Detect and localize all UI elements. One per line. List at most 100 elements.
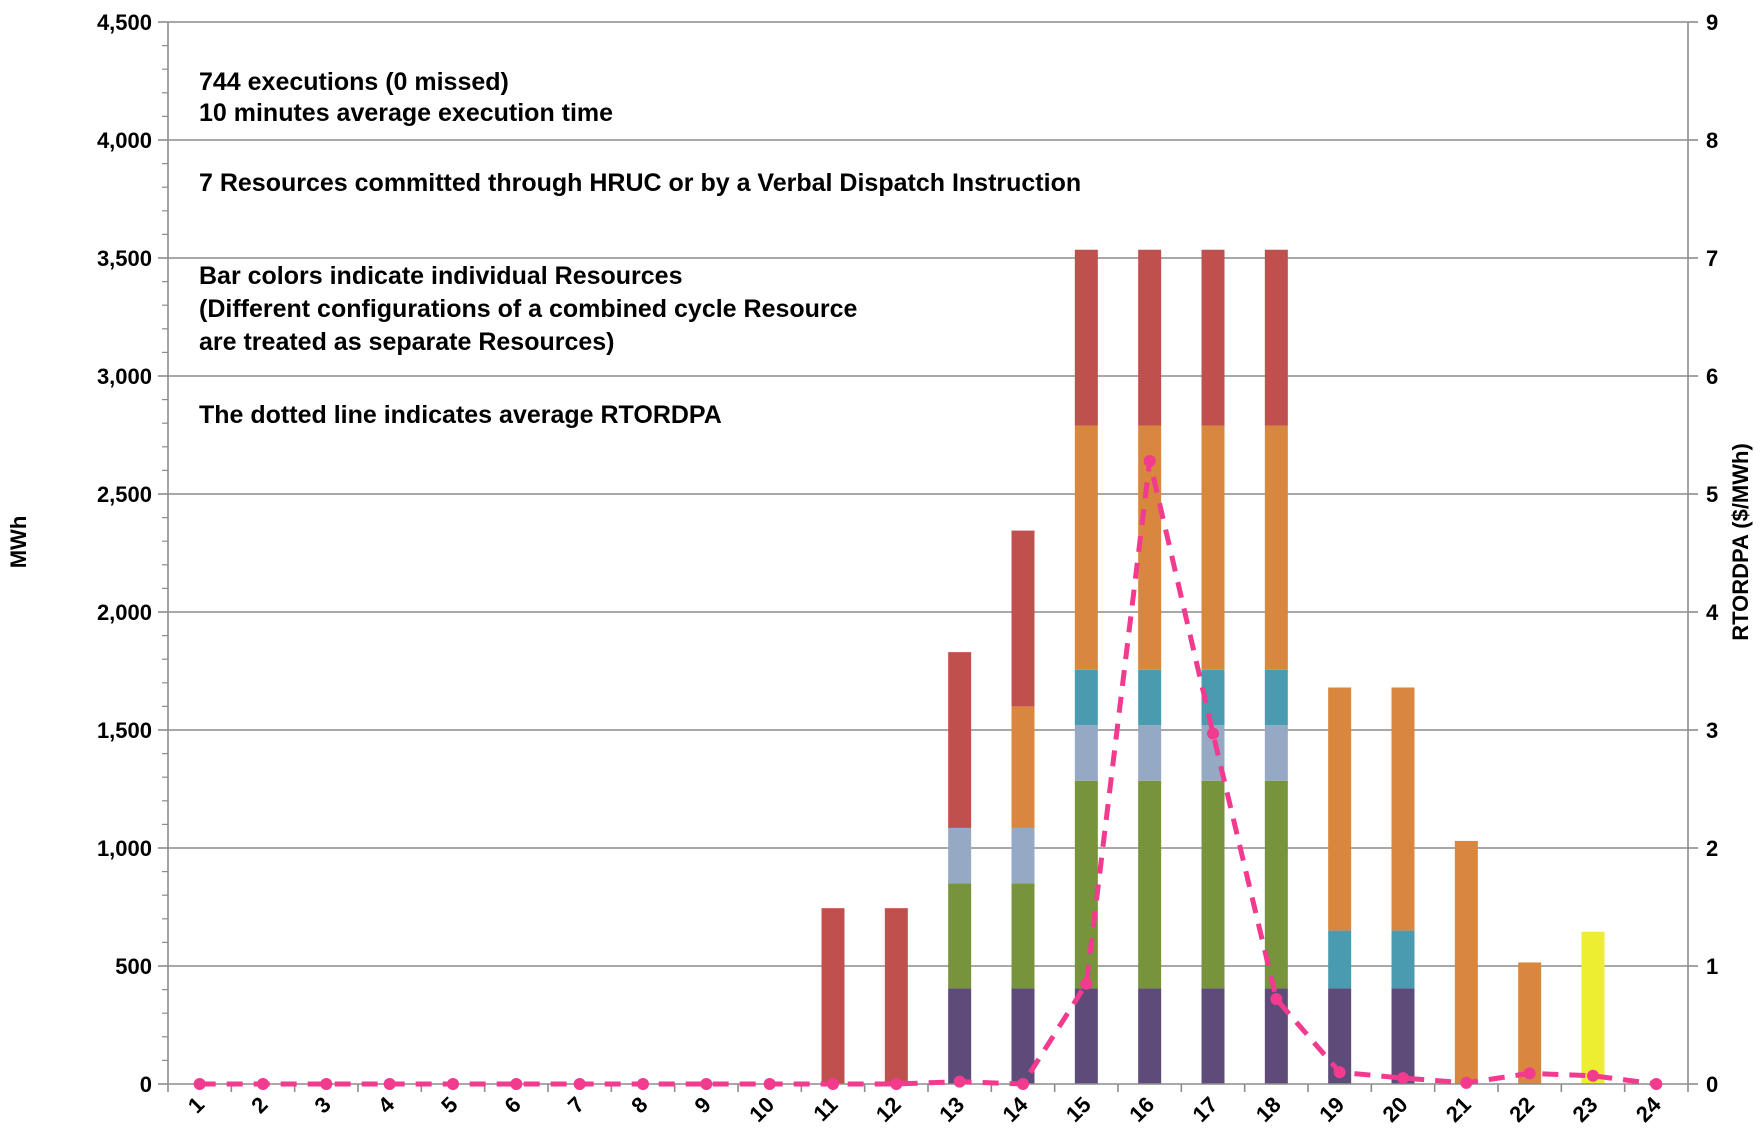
rtordpa-point	[1333, 1066, 1346, 1079]
y2-tick-label: 9	[1706, 10, 1718, 35]
bar-segment	[1074, 988, 1098, 1084]
annotation-dotted-line: The dotted line indicates average RTORDP…	[199, 401, 722, 429]
bar-segment	[948, 988, 972, 1084]
annotation-resources-committed: 7 Resources committed through HRUC or by…	[199, 169, 1082, 197]
bar-segment	[1328, 930, 1352, 989]
bar-segment	[1011, 530, 1035, 707]
y2-tick-label: 7	[1706, 246, 1718, 271]
bar-segment	[1011, 988, 1035, 1084]
bar-segment	[1138, 669, 1162, 726]
rtordpa-point	[1650, 1078, 1663, 1090]
x-tick-label: 16	[1124, 1092, 1159, 1127]
bar-segment	[948, 883, 972, 989]
y-tick-label: 1,500	[97, 718, 152, 743]
rtordpa-point	[1017, 1078, 1029, 1090]
x-tick-label: 10	[744, 1092, 779, 1127]
bar-segment	[1011, 827, 1035, 884]
x-tick-label: 17	[1188, 1092, 1223, 1127]
rtordpa-point	[320, 1078, 333, 1090]
bar-segment	[1328, 687, 1352, 931]
bar-segment	[1201, 669, 1225, 726]
bar-segment	[1391, 988, 1415, 1084]
x-tick-label: 13	[934, 1092, 969, 1127]
y2-tick-label: 1	[1706, 954, 1718, 979]
annotation-separate-resources: are treated as separate Resources)	[199, 328, 615, 356]
x-tick-label: 6	[500, 1092, 526, 1118]
rtordpa-point	[827, 1078, 839, 1090]
y2-tick-label: 2	[1706, 836, 1718, 861]
y2-axis-title: RTORDPA ($/MWh)	[1728, 443, 1753, 641]
y2-tick-label: 3	[1706, 718, 1718, 743]
bar-segment	[1138, 988, 1162, 1084]
bar-segment	[1201, 249, 1225, 426]
rtordpa-point	[890, 1078, 903, 1090]
bar-segment	[1391, 930, 1415, 989]
rtordpa-point	[447, 1078, 459, 1090]
rtordpa-point	[1397, 1072, 1409, 1085]
y-tick-label: 2,500	[97, 482, 152, 507]
x-tick-label: 2	[246, 1092, 272, 1118]
bar-segment	[1264, 780, 1288, 989]
rtordpa-point	[1270, 993, 1283, 1006]
x-tick-label: 7	[563, 1092, 589, 1118]
y2-tick-label: 5	[1706, 482, 1718, 507]
bar-segment	[948, 827, 972, 884]
x-tick-label: 15	[1061, 1092, 1096, 1127]
x-tick-label: 24	[1631, 1091, 1667, 1127]
bar-segment	[1518, 962, 1542, 1084]
rtordpa-point	[510, 1078, 523, 1090]
x-tick-label: 22	[1504, 1092, 1539, 1127]
rtordpa-point	[1587, 1069, 1599, 1082]
rtordpa-line-path	[199, 458, 1657, 1087]
x-tick-label: 18	[1251, 1092, 1286, 1127]
x-tick-label: 14	[998, 1091, 1034, 1127]
gridlines	[168, 21, 1688, 967]
bar-segment	[1264, 249, 1288, 426]
rtordpa-point	[1143, 454, 1156, 467]
y2-tick-label: 4	[1706, 600, 1719, 625]
rtordpa-point	[1080, 977, 1093, 990]
bar-segment	[1011, 883, 1035, 989]
x-tick-label: 23	[1568, 1092, 1603, 1127]
x-tick-label: 21	[1441, 1092, 1476, 1127]
annotation-execution-time: 10 minutes average execution time	[199, 99, 614, 127]
bar-segment	[1264, 425, 1288, 670]
rtordpa-point	[700, 1078, 713, 1090]
bar-segment	[1201, 780, 1225, 989]
bar-segment	[1201, 988, 1225, 1084]
bar-segment	[1138, 725, 1162, 781]
bar-segment	[948, 652, 972, 828]
x-tick-label: 9	[690, 1092, 716, 1118]
y2-tick-label: 6	[1706, 364, 1718, 389]
x-tick-label: 8	[626, 1092, 652, 1118]
bar-segment	[1074, 249, 1098, 426]
x-tick-label: 19	[1314, 1092, 1349, 1127]
bar-segment	[1074, 669, 1098, 726]
y-tick-label: 1,000	[97, 836, 152, 861]
bar-segment	[1074, 725, 1098, 781]
bar-segment	[1391, 687, 1415, 931]
bar-segment	[1074, 425, 1098, 670]
rtordpa-point	[1460, 1076, 1473, 1089]
rtordpa-point	[383, 1078, 396, 1090]
rtordpa-point	[763, 1078, 776, 1090]
bar-segment	[884, 908, 908, 1084]
bar-segment	[1074, 780, 1098, 989]
y-tick-label: 3,500	[97, 246, 152, 271]
x-tick-label: 1	[183, 1092, 209, 1118]
bar-segment	[1011, 706, 1035, 828]
annotation-executions: 744 executions (0 missed)	[199, 68, 509, 96]
bar-segment	[1454, 840, 1478, 1084]
rtordpa-point	[953, 1075, 966, 1088]
y2-tick-label: 8	[1706, 128, 1718, 153]
bar-segment	[1201, 425, 1225, 670]
annotation-combined-cycle: (Different configurations of a combined …	[199, 295, 858, 323]
rtordpa-point	[637, 1078, 649, 1090]
rtordpa-point	[573, 1078, 586, 1090]
y-tick-label: 500	[115, 954, 152, 979]
x-tick-label: 20	[1378, 1092, 1413, 1127]
y-tick-label: 4,000	[97, 128, 152, 153]
x-tick-label: 4	[373, 1091, 400, 1118]
rtordpa-line	[193, 454, 1663, 1090]
